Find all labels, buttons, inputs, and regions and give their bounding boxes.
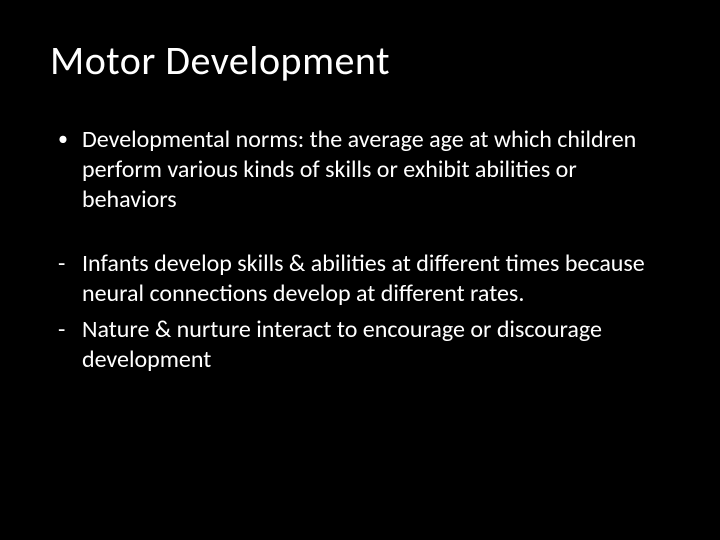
slide-title: Motor Development xyxy=(50,36,670,85)
dash-text: Infants develop skills & abilities at di… xyxy=(82,249,670,309)
dash-marker-icon: - xyxy=(58,249,82,309)
slide-body: • Developmental norms: the average age a… xyxy=(50,125,670,375)
bullet-item: • Developmental norms: the average age a… xyxy=(50,125,670,215)
bullet-marker-icon: • xyxy=(58,125,82,215)
slide: Motor Development • Developmental norms:… xyxy=(0,0,720,540)
dash-item: - Infants develop skills & abilities at … xyxy=(50,249,670,309)
dash-text: Nature & nurture interact to encourage o… xyxy=(82,315,670,375)
dash-marker-icon: - xyxy=(58,315,82,375)
dash-item: - Nature & nurture interact to encourage… xyxy=(50,315,670,375)
bullet-text: Developmental norms: the average age at … xyxy=(82,125,670,215)
